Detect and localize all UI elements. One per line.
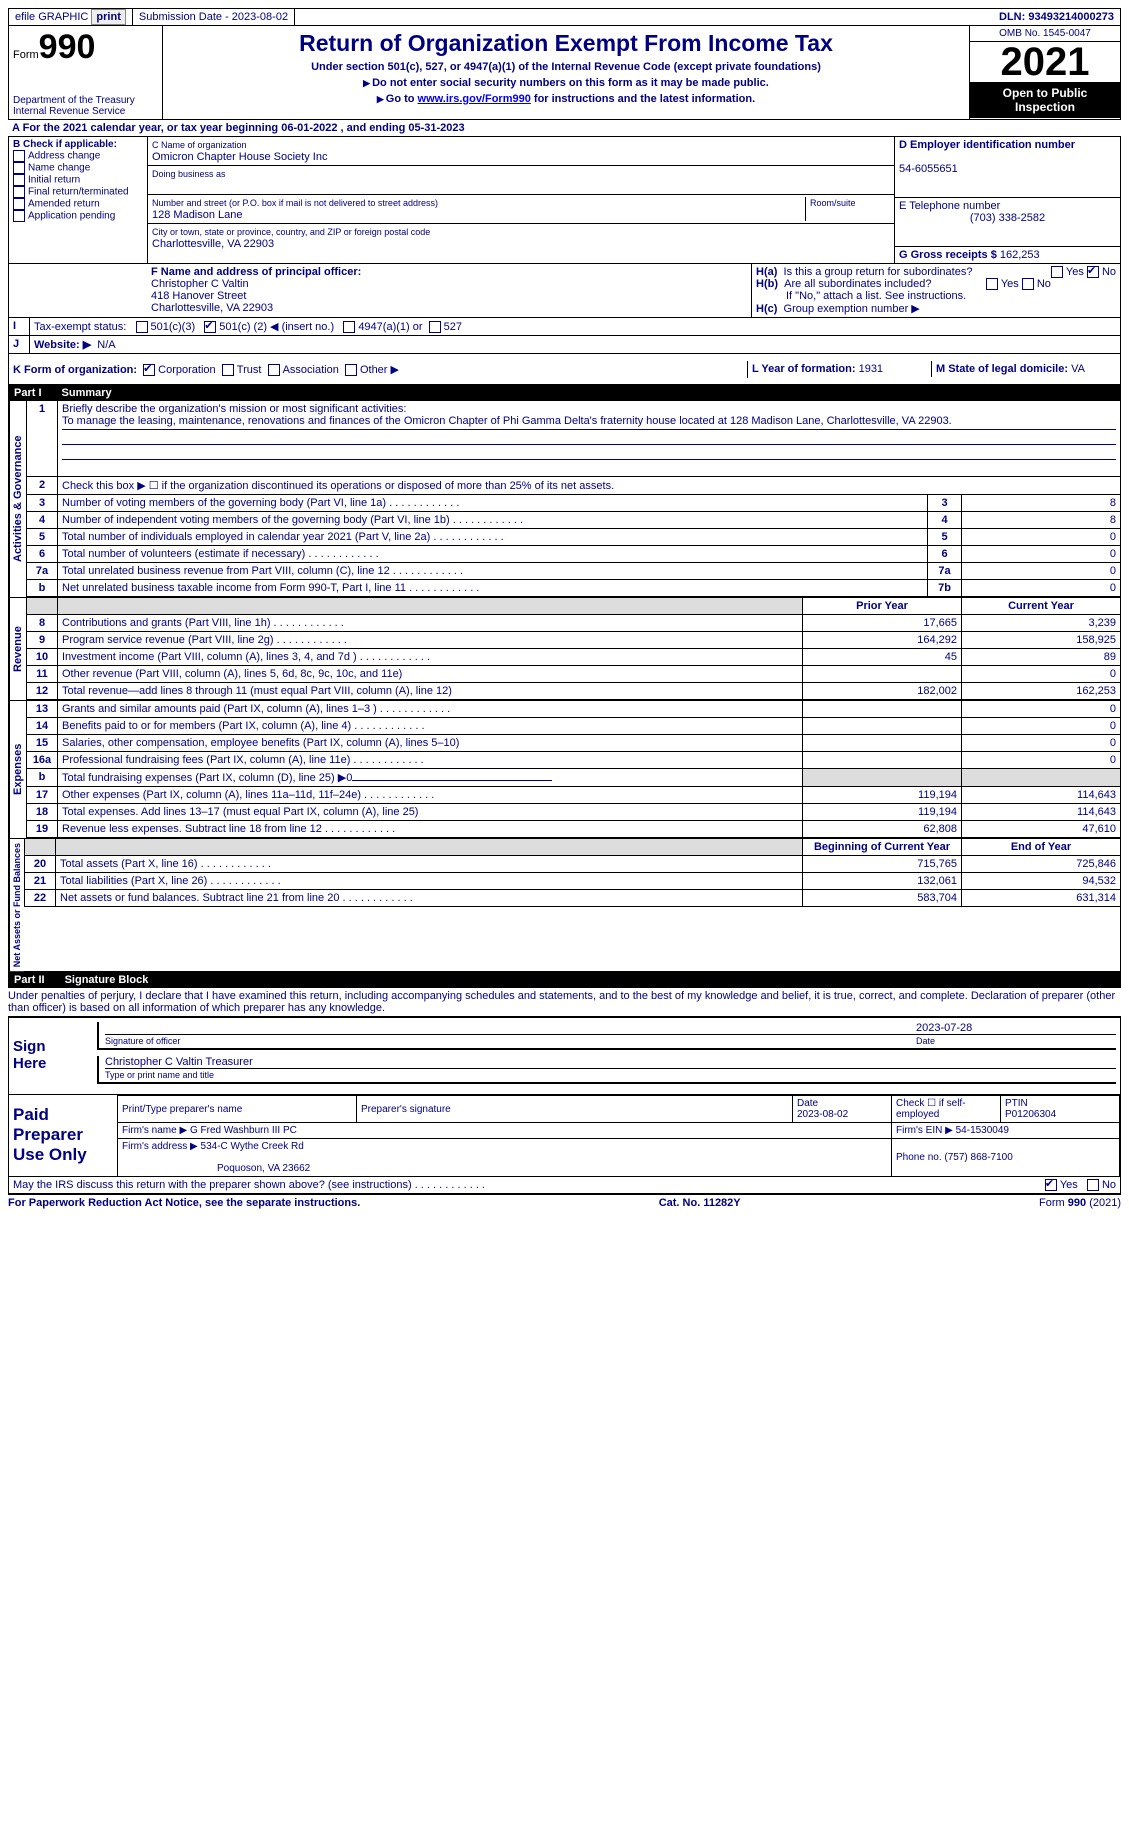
501c-checkbox[interactable] — [204, 321, 216, 333]
4947-checkbox[interactable] — [343, 321, 355, 333]
assoc-checkbox[interactable] — [268, 364, 280, 376]
amended-return-checkbox[interactable] — [13, 198, 25, 210]
trust-checkbox[interactable] — [222, 364, 234, 376]
other-checkbox[interactable] — [345, 364, 357, 376]
phone: (703) 338-2582 — [899, 212, 1116, 224]
sign-here-block: Sign Here 2023-07-28 Signature of office… — [8, 1016, 1121, 1095]
page-footer: For Paperwork Reduction Act Notice, see … — [8, 1195, 1121, 1211]
side-activities: Activities & Governance — [9, 401, 26, 597]
website: N/A — [97, 339, 115, 351]
hb-no-checkbox[interactable] — [1022, 278, 1034, 290]
501c3-checkbox[interactable] — [136, 321, 148, 333]
open-to-public: Open to Public Inspection — [970, 82, 1120, 118]
submission-date: Submission Date - 2023-08-02 — [133, 9, 295, 25]
org-name: Omicron Chapter House Society Inc — [152, 151, 327, 163]
top-bar: efile GRAPHIC print Submission Date - 20… — [8, 8, 1121, 26]
org-city: Charlottesville, VA 22903 — [152, 238, 274, 250]
corp-checkbox[interactable] — [143, 364, 155, 376]
form-title: Return of Organization Exempt From Incom… — [167, 30, 965, 57]
ptin: P01206304 — [1005, 1109, 1056, 1120]
side-revenue: Revenue — [9, 598, 26, 700]
app-pending-checkbox[interactable] — [13, 210, 25, 222]
527-checkbox[interactable] — [429, 321, 441, 333]
ha-no-checkbox[interactable] — [1087, 266, 1099, 278]
addr-change-checkbox[interactable] — [13, 150, 25, 162]
ha-yes-checkbox[interactable] — [1051, 266, 1063, 278]
discuss-yes-checkbox[interactable] — [1045, 1179, 1057, 1191]
paid-preparer-block: Paid Preparer Use Only Print/Type prepar… — [8, 1095, 1121, 1177]
form-number: 990 — [39, 28, 96, 66]
gross-receipts: 162,253 — [1000, 249, 1040, 261]
form-subtitle-2: Do not enter social security numbers on … — [372, 77, 769, 89]
dept-treasury: Department of the Treasury Internal Reve… — [13, 95, 158, 117]
ein: 54-6055651 — [899, 163, 958, 175]
name-change-checkbox[interactable] — [13, 162, 25, 174]
form-header: Form990 Department of the Treasury Inter… — [8, 26, 1121, 120]
form-subtitle-1: Under section 501(c), 527, or 4947(a)(1)… — [167, 61, 965, 73]
mission: To manage the leasing, maintenance, reno… — [62, 415, 1116, 430]
box-b: B Check if applicable: Address change Na… — [9, 137, 148, 263]
part-2-header: Part II Signature Block — [8, 972, 1121, 988]
print-button[interactable]: print — [91, 9, 125, 25]
officer-print-name: Christopher C Valtin Treasurer — [105, 1056, 1116, 1068]
irs-link[interactable]: www.irs.gov/Form990 — [418, 93, 531, 105]
final-return-checkbox[interactable] — [13, 186, 25, 198]
dln-label: DLN: — [999, 11, 1025, 23]
tax-year: 2021 — [970, 42, 1120, 82]
perjury-declaration: Under penalties of perjury, I declare th… — [8, 988, 1121, 1016]
arrow-icon — [363, 77, 372, 89]
efile-label: efile GRAPHIC — [15, 11, 88, 23]
initial-return-checkbox[interactable] — [13, 174, 25, 186]
officer-name: Christopher C Valtin — [151, 278, 249, 290]
arrow-icon — [377, 93, 386, 105]
side-expenses: Expenses — [9, 701, 26, 838]
dln-value: 93493214000273 — [1028, 11, 1114, 23]
form-word: Form — [13, 49, 39, 61]
firm-name: G Fred Washburn III PC — [190, 1125, 297, 1136]
hb-yes-checkbox[interactable] — [986, 278, 998, 290]
side-net-assets: Net Assets or Fund Balances — [9, 839, 24, 971]
discuss-no-checkbox[interactable] — [1087, 1179, 1099, 1191]
org-street: 128 Madison Lane — [152, 209, 243, 221]
part-1-header: Part I Summary — [8, 385, 1121, 401]
line-a: A For the 2021 calendar year, or tax yea… — [8, 120, 1121, 137]
